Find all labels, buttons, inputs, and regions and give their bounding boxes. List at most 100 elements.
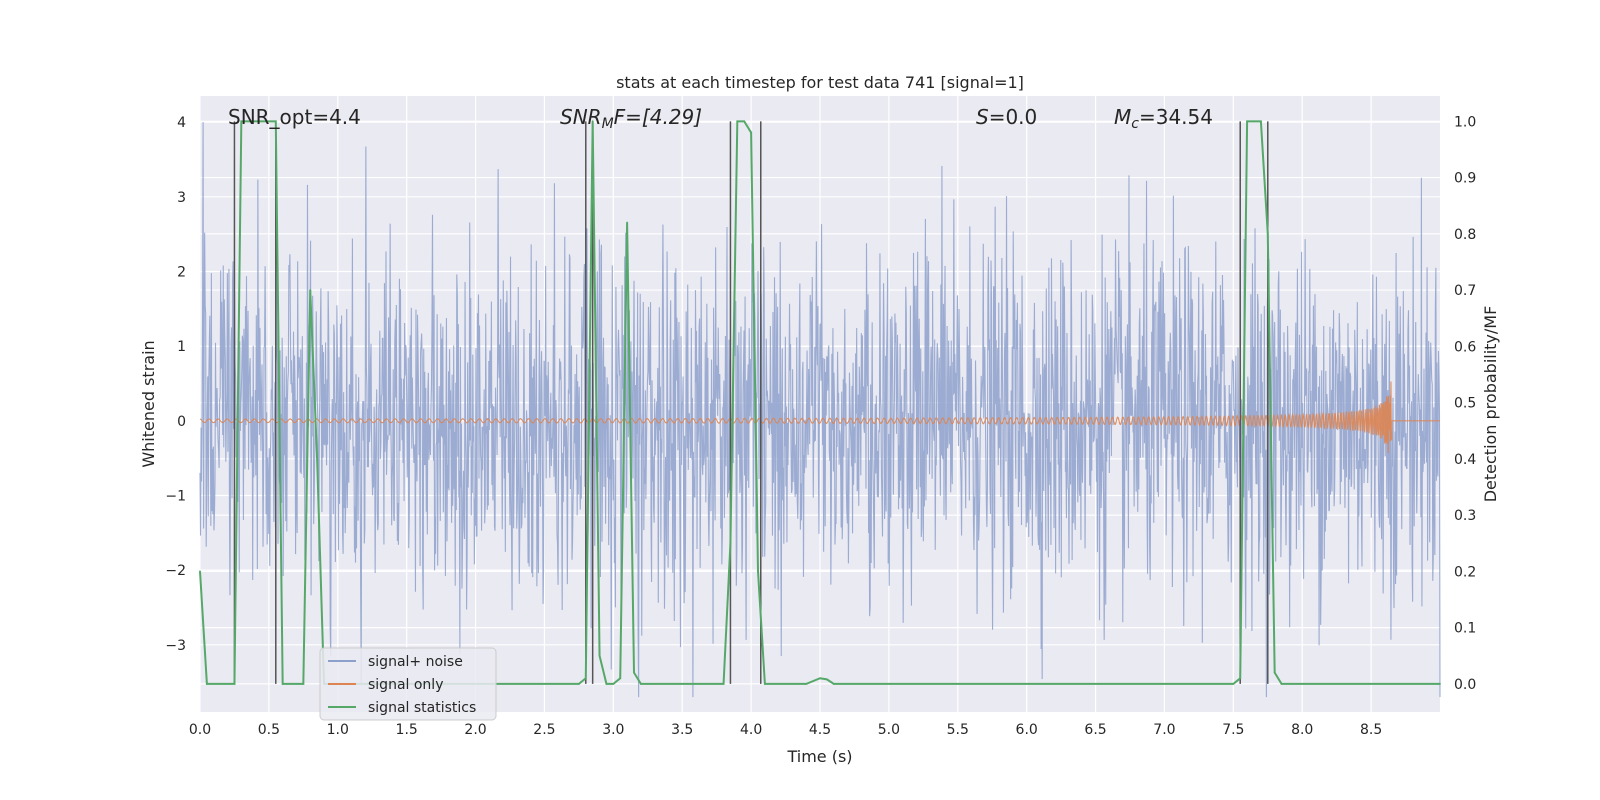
annotation-s: S=0.0 — [976, 105, 1037, 129]
signal-only-series — [199, 381, 1440, 453]
statistics-point — [577, 682, 580, 685]
statistics-point — [777, 682, 780, 685]
x-tick-label: 3.0 — [602, 722, 624, 738]
snr-mf-value: F=[4.29] — [614, 105, 702, 129]
legend-label-noise: signal+ noise — [368, 654, 463, 670]
statistics-point — [233, 682, 236, 685]
statistics-point — [219, 682, 222, 685]
statistics-point — [612, 682, 615, 685]
x-tick-label: 8.5 — [1360, 722, 1382, 738]
y2-tick-label: 0.7 — [1454, 283, 1476, 299]
statistics-point — [1239, 677, 1242, 680]
detection-vertical-lines — [233, 121, 1269, 684]
y2-tick-label: 0.0 — [1454, 677, 1476, 693]
legend: signal+ noise signal only signal statist… — [319, 647, 497, 721]
statistics-point — [591, 120, 594, 123]
statistics-point — [212, 682, 215, 685]
x-tick-label: 0.5 — [258, 722, 280, 738]
statistics-point — [633, 671, 635, 674]
statistics-point — [1280, 682, 1283, 685]
statistics-point — [302, 682, 305, 685]
mc-subscript: c — [1131, 116, 1139, 132]
chart-title: stats at each timestep for test data 741… — [616, 73, 1024, 92]
snr-mf-symbol: SNR — [560, 105, 602, 129]
statistics-point — [619, 677, 622, 680]
x-tick-label: 8.0 — [1291, 722, 1313, 738]
y-tick-label: 4 — [177, 115, 186, 131]
x-tick-label: 7.0 — [1153, 722, 1175, 738]
y2-tick-label: 0.4 — [1454, 452, 1476, 468]
statistics-point — [626, 221, 629, 224]
x-tick-label: 4.0 — [740, 722, 762, 738]
x-tick-label: 4.5 — [809, 722, 831, 738]
statistics-point — [274, 120, 277, 123]
statistics-point — [805, 682, 808, 685]
statistics-point — [646, 682, 649, 685]
statistics-point — [584, 677, 587, 680]
legend-label-signal: signal only — [368, 677, 443, 693]
legend-label-stats: signal statistics — [368, 700, 476, 716]
y2-tick-label: 0.3 — [1454, 508, 1476, 524]
statistics-point — [653, 682, 656, 685]
y-tick-label: −3 — [165, 638, 186, 654]
x-tick-label: 5.0 — [878, 722, 900, 738]
statistics-point — [309, 289, 312, 291]
y-tick-label: 3 — [177, 190, 186, 206]
x-tick-label: 2.5 — [533, 722, 555, 738]
statistics-point — [288, 682, 291, 685]
statistics-point — [1266, 232, 1269, 235]
y-tick-label: 0 — [177, 414, 186, 430]
y-tick-label: −2 — [165, 563, 186, 579]
statistics-point — [770, 682, 773, 685]
x-tick-label: 3.5 — [671, 722, 693, 738]
annotation-mc: Mc=34.54 — [1114, 105, 1213, 132]
statistics-point — [722, 682, 725, 685]
x-tick-label: 1.0 — [327, 722, 349, 738]
y2-tick-label: 0.5 — [1454, 396, 1476, 412]
x-tick-label: 7.5 — [1222, 722, 1244, 738]
x-tick-label: 1.5 — [396, 722, 418, 738]
annotation-snr-opt: SNR_opt=4.4 — [228, 105, 361, 129]
annotation-snr-mf: SNRMF=[4.29] — [560, 105, 702, 132]
y2-tick-label: 0.8 — [1454, 227, 1476, 243]
statistics-point — [281, 682, 284, 685]
statistics-point — [729, 542, 732, 545]
mc-symbol: M — [1114, 105, 1131, 129]
statistics-point — [1253, 120, 1255, 123]
x-tick-label: 2.0 — [464, 722, 486, 738]
statistics-point — [1259, 120, 1262, 123]
statistics-point — [226, 682, 229, 685]
x-tick-label: 6.0 — [1016, 722, 1038, 738]
s-symbol: S — [976, 105, 989, 129]
y2-tick-label: 0.1 — [1454, 621, 1476, 637]
x-axis-label: Time (s) — [786, 747, 852, 766]
statistics-point — [763, 682, 766, 685]
legend-box — [319, 647, 497, 721]
statistics-point — [825, 678, 828, 681]
y-tick-label: 1 — [177, 339, 186, 355]
statistics-point — [1287, 682, 1290, 685]
y2-tick-label: 1.0 — [1454, 114, 1476, 130]
statistics-point — [1439, 682, 1441, 685]
statistics-point — [205, 682, 208, 685]
x-tick-label: 0.0 — [189, 722, 211, 738]
noise-trace — [199, 122, 1441, 698]
x-tick-label: 5.5 — [947, 722, 969, 738]
x-tick-labels: 0.0 0.5 1.0 1.5 2.0 2.5 3.0 3.5 4.0 4.5 5.0 5.5 6.0 6… — [189, 722, 1382, 738]
statistics-point — [605, 682, 608, 685]
statistics-point — [736, 120, 739, 123]
statistics-point — [598, 654, 601, 657]
statistics-point — [1273, 671, 1276, 674]
statistics-point — [639, 682, 642, 685]
statistics-point — [839, 682, 842, 685]
statistics-line — [199, 120, 1440, 685]
y2-tick-label: 0.9 — [1454, 171, 1476, 187]
statistics-point — [743, 120, 746, 123]
snr-mf-subscript: M — [602, 116, 614, 132]
statistics-point — [750, 131, 753, 134]
y2-tick-label: 0.2 — [1454, 564, 1476, 580]
statistics-point — [240, 120, 243, 123]
y-tick-labels: 4 3 2 1 0 −1 −2 −3 — [165, 115, 186, 654]
statistics-point — [1246, 120, 1249, 123]
statistics-point — [199, 570, 201, 573]
